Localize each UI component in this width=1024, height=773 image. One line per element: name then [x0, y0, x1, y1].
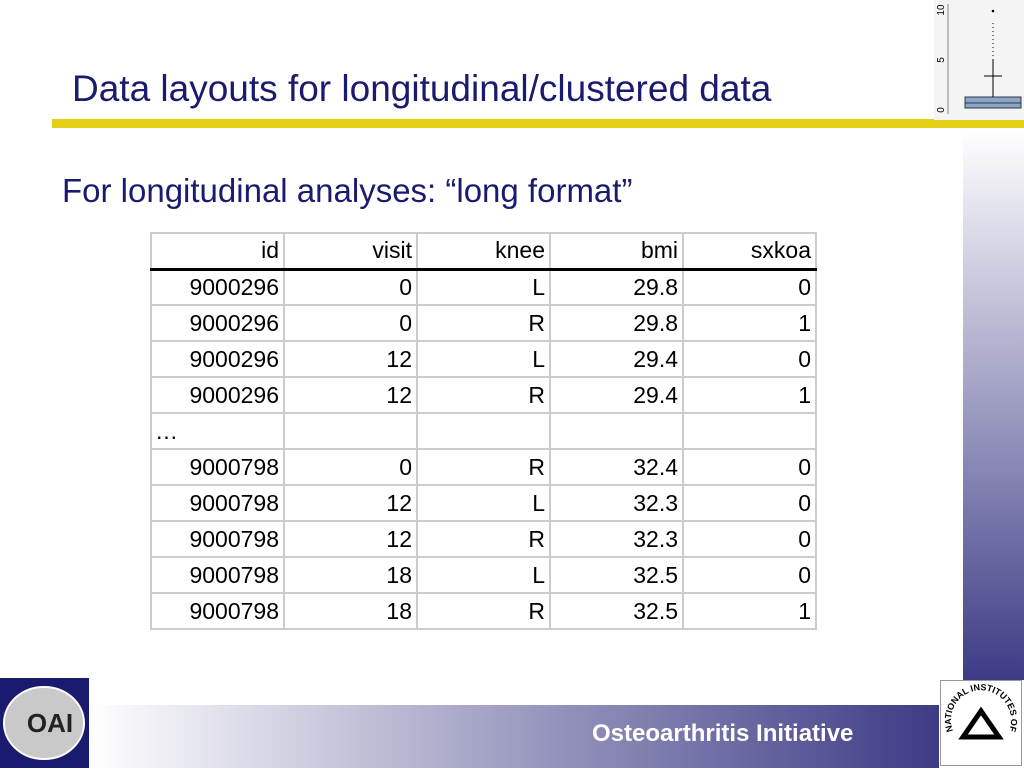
subtitle: For longitudinal analyses: “long format”	[62, 172, 633, 209]
table-cell: 32.5	[549, 556, 684, 594]
table-cell: 18	[283, 592, 418, 630]
table-cell: 12	[283, 376, 418, 414]
oai-logo-text: OAI	[27, 708, 73, 738]
column-header: id	[150, 232, 285, 271]
table-cell: R	[416, 376, 551, 414]
table-cell: 0	[682, 340, 817, 378]
table-row: 9000296 12 R 29.4 1	[150, 376, 817, 414]
table-cell: 32.4	[549, 448, 684, 486]
footer-band	[89, 705, 939, 768]
table-cell: 9000296	[150, 340, 285, 378]
oai-logo-graphic: OAI	[3, 686, 85, 760]
table-cell: L	[416, 556, 551, 594]
column-header: sxkoa	[682, 232, 817, 271]
column-header: bmi	[549, 232, 684, 271]
thumbnail-boxplot: 0 5 10	[934, 0, 1024, 120]
table-cell: L	[416, 340, 551, 378]
table-cell: 9000798	[150, 448, 285, 486]
table-cell: 12	[283, 520, 418, 558]
table-cell: 0	[682, 268, 817, 306]
table-cell: 1	[682, 376, 817, 414]
table-cell: R	[416, 520, 551, 558]
sidebar-gradient	[963, 130, 1024, 680]
table-cell: 1	[682, 304, 817, 342]
footer-text: Osteoarthritis Initiative	[592, 720, 854, 747]
table-row: 9000296 0 R 29.8 1	[150, 304, 817, 342]
nih-logo: NATIONAL INSTITUTES OF HEALTH	[938, 673, 1022, 766]
table-cell: L	[416, 484, 551, 522]
table-cell: 9000296	[150, 304, 285, 342]
table-cell: 9000798	[150, 520, 285, 558]
table-cell: 9000798	[150, 484, 285, 522]
oai-logo: OAI	[0, 678, 89, 768]
table-cell: 0	[682, 448, 817, 486]
table-cell: 32.3	[549, 520, 684, 558]
axis-tick: 10	[936, 4, 947, 16]
table-cell: …	[150, 412, 285, 450]
table-cell: 0	[682, 484, 817, 522]
table-row: 9000798 12 L 32.3 0	[150, 484, 817, 522]
table-cell	[283, 412, 418, 450]
table-row: 9000798 18 R 32.5 1	[150, 592, 817, 630]
table-cell: 32.3	[549, 484, 684, 522]
table-cell: R	[416, 448, 551, 486]
table-row: 9000798 18 L 32.5 0	[150, 556, 817, 594]
table-row: 9000798 12 R 32.3 0	[150, 520, 817, 558]
table-cell: 0	[283, 304, 418, 342]
table-cell: 0	[682, 520, 817, 558]
table-cell: 0	[682, 556, 817, 594]
table-cell	[416, 412, 551, 450]
table-cell: 9000296	[150, 376, 285, 414]
column-header: visit	[283, 232, 418, 271]
table-row: 9000296 0 L 29.8 0	[150, 268, 817, 306]
axis-tick: 0	[936, 107, 947, 113]
data-table: id visit knee bmi sxkoa 9000296 0 L 29.8 0 9000296…	[150, 232, 817, 630]
nih-logo-text-path: NATIONAL INSTITUTES OF HEALTH	[938, 673, 1019, 734]
title-rule	[52, 119, 1024, 128]
table-cell: 18	[283, 556, 418, 594]
axis-tick: 5	[936, 57, 947, 63]
nih-logo-graphic: NATIONAL INSTITUTES OF HEALTH	[938, 673, 1019, 740]
nih-logo-text: NATIONAL INSTITUTES OF HEALTH	[941, 681, 1019, 734]
table-row: 9000798 0 R 32.4 0	[150, 448, 817, 486]
column-header: knee	[416, 232, 551, 271]
table-cell: 1	[682, 592, 817, 630]
slide-title: Data layouts for longitudinal/clustered …	[72, 68, 772, 109]
table-cell: 32.5	[549, 592, 684, 630]
table-row: 9000296 12 L 29.4 0	[150, 340, 817, 378]
table-cell: 0	[283, 448, 418, 486]
table-row: …	[150, 412, 817, 450]
table-cell: 12	[283, 484, 418, 522]
table-cell: 9000798	[150, 592, 285, 630]
table-cell	[549, 412, 684, 450]
table-cell: 12	[283, 340, 418, 378]
table-cell: 29.8	[549, 304, 684, 342]
table-cell: 9000296	[150, 268, 285, 306]
table-cell: R	[416, 592, 551, 630]
table-cell: 9000798	[150, 556, 285, 594]
table-cell: R	[416, 304, 551, 342]
table-cell: 29.4	[549, 376, 684, 414]
table-cell: 29.8	[549, 268, 684, 306]
table-cell	[682, 412, 817, 450]
table-cell: 0	[283, 268, 418, 306]
table-cell: L	[416, 268, 551, 306]
table-cell: 29.4	[549, 340, 684, 378]
